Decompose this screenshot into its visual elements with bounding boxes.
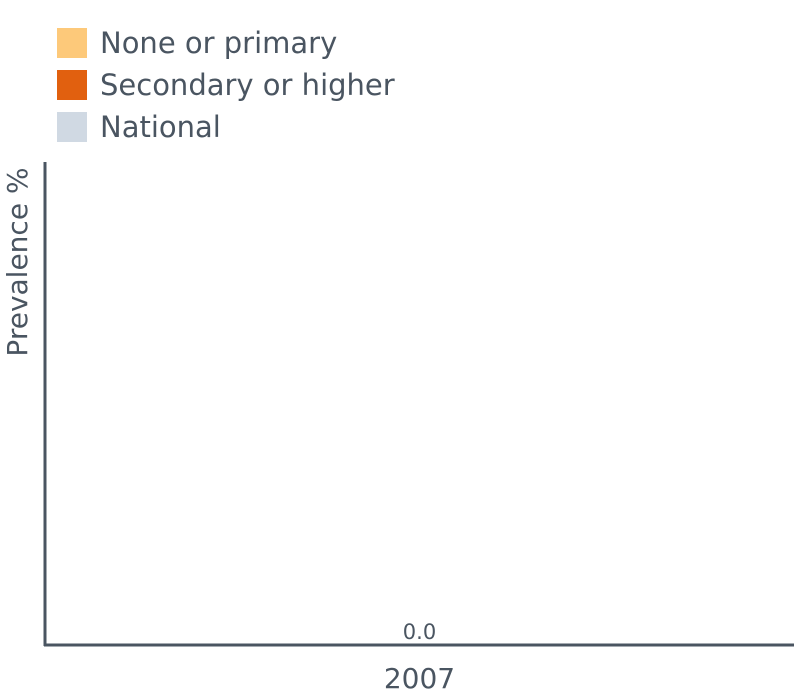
legend-item-secondary-or-higher: Secondary or higher xyxy=(57,64,395,106)
data-label-2007: 0.0 xyxy=(403,620,436,644)
legend-item-none-or-primary: None or primary xyxy=(57,22,395,64)
legend-swatch-secondary-or-higher xyxy=(57,70,87,100)
x-tick-labels: 2007 xyxy=(384,662,455,695)
chart-legend: None or primary Secondary or higher Nati… xyxy=(57,22,395,148)
legend-swatch-national xyxy=(57,112,87,142)
bars-group: 0.0 xyxy=(403,620,436,644)
x-tick-label-2007: 2007 xyxy=(384,662,455,695)
legend-label-secondary-or-higher: Secondary or higher xyxy=(100,68,395,102)
legend-label-national: National xyxy=(100,110,221,144)
legend-item-national: National xyxy=(57,106,395,148)
legend-label-none-or-primary: None or primary xyxy=(100,26,338,60)
y-axis-label: Prevalence % xyxy=(1,167,34,356)
legend-swatch-none-or-primary xyxy=(57,28,87,58)
